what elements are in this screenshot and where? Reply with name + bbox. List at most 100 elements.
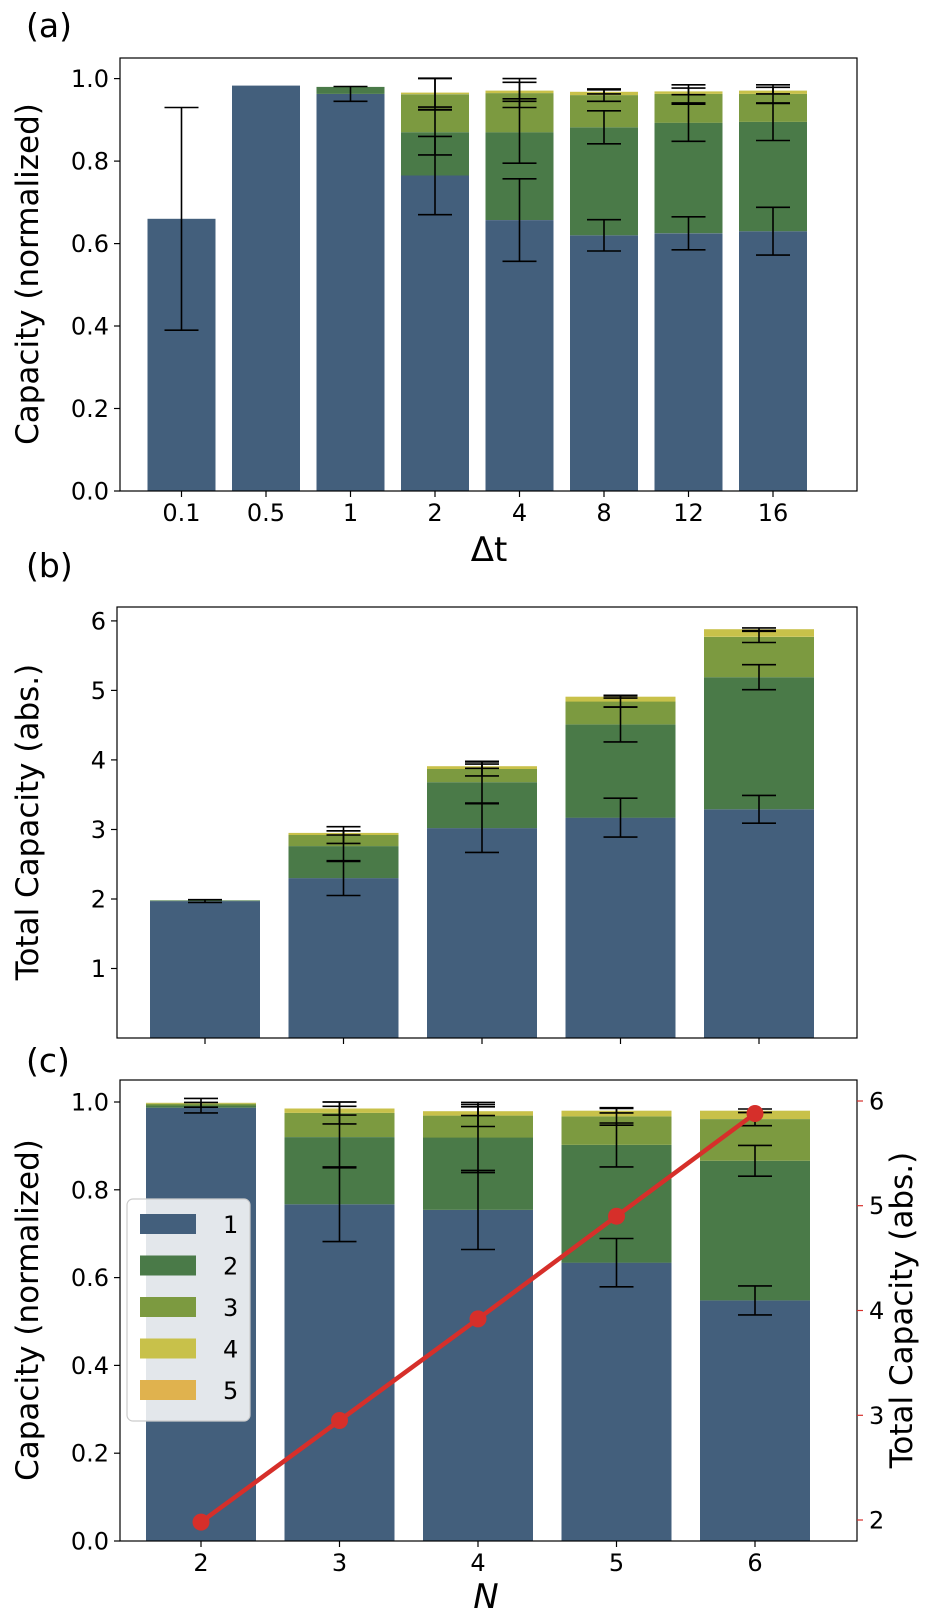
errorbar-b-6-comp2 — [742, 663, 776, 691]
ytick-label: 0.4 — [71, 1352, 109, 1380]
legend-swatch-2 — [140, 1255, 196, 1276]
xtick-label: 5 — [609, 1549, 624, 1577]
ytick-right-label: 5 — [869, 1192, 884, 1220]
errorbar-c-5-comp1 — [599, 1237, 634, 1288]
panel-c-yticks: 0.0 0.2 0.4 0.6 0.8 1.0 — [71, 1089, 120, 1556]
xtick-label: 4 — [470, 1549, 485, 1577]
ytick-right-label: 3 — [869, 1402, 884, 1430]
panel-a-ylabel: Capacity (normalized) — [10, 103, 46, 445]
panel-c-xlabel: N — [473, 1577, 498, 1615]
errorbar-c-4-comp4 — [461, 1106, 495, 1117]
ytick-label: 6 — [91, 607, 106, 635]
legend: 1 2 3 4 5 — [126, 1198, 251, 1422]
ytick-label: 1.0 — [71, 1089, 109, 1117]
xtick-label: 8 — [596, 499, 611, 527]
total-capacity-point-5 — [608, 1207, 625, 1225]
legend-label-3: 3 — [223, 1294, 238, 1322]
panel-c-total-line — [192, 1105, 764, 1531]
errorbar-c-2-comp4 — [184, 1097, 218, 1108]
ytick-label: 0.6 — [71, 230, 109, 258]
total-capacity-point-6 — [746, 1105, 764, 1122]
xtick-label: 4 — [512, 499, 527, 527]
errorbar-a-16-comp1 — [756, 206, 790, 256]
bar-a-2-comp1 — [401, 175, 469, 491]
ytick-label: 2 — [91, 886, 106, 914]
panel-a-bars — [147, 85, 807, 492]
errorbar-a-12-comp2 — [671, 103, 706, 143]
errorbar-b-6-comp1 — [742, 794, 776, 825]
panel-a-yticks: 0.0 0.2 0.4 0.6 0.8 1.0 — [71, 65, 120, 506]
legend-label-2: 2 — [223, 1253, 238, 1281]
errorbar-b-2-comp1 — [188, 898, 222, 904]
ytick-label: 4 — [91, 746, 106, 774]
bar-c-6-comp2 — [700, 1160, 810, 1301]
bar-a-8-comp2 — [570, 127, 638, 236]
errorbar-a-8-comp4 — [587, 89, 621, 95]
panel-a: (a) 0.1 0.5 1 2 4 8 12 16 0.00.20.40.60.81.0 Ca… — [10, 6, 858, 570]
xtick-label: 2 — [427, 499, 442, 527]
errorbar-a-16-comp4 — [756, 86, 790, 95]
xtick-label: 2 — [193, 1549, 208, 1577]
panel-a-label: (a) — [26, 6, 72, 45]
ytick-right-label: 2 — [869, 1507, 884, 1535]
errorbar-b-6-comp4 — [742, 627, 776, 632]
ytick-label: 0.2 — [71, 395, 109, 423]
xtick-label: 12 — [673, 499, 704, 527]
bar-a-16-comp1 — [739, 231, 807, 491]
errorbar-a-0.1-comp1 — [164, 106, 199, 332]
ytick-label: 0.4 — [71, 313, 109, 341]
errorbar-a-8-comp2 — [587, 110, 621, 145]
bar-b-3-comp1 — [288, 878, 399, 1038]
xtick-label: 3 — [332, 1549, 347, 1577]
panel-c-yticks-right: 2 3 4 5 6 — [857, 1088, 884, 1535]
errorbar-c-5-comp4 — [599, 1107, 634, 1114]
panel-b-xticks — [204, 1038, 760, 1044]
errorbar-c-3-comp4 — [322, 1101, 357, 1116]
panel-c: (c) 2 3 4 5 6 0.0 0.2 0.4 0.6 0.8 1.0 2 3 4 5 6 Capac… — [10, 1041, 920, 1615]
bar-b-6-comp1 — [704, 809, 814, 1038]
legend-swatch-5 — [140, 1380, 196, 1400]
legend-swatch-4 — [140, 1338, 196, 1359]
legend-label-5: 5 — [223, 1377, 238, 1405]
legend-label-1: 1 — [223, 1211, 238, 1239]
bar-b-4-comp1 — [427, 828, 537, 1038]
errorbar-a-4-comp4 — [502, 81, 537, 100]
xtick-label: 16 — [758, 499, 789, 527]
errorbar-a-12-comp4 — [671, 87, 706, 96]
bar-a-1-comp1 — [316, 93, 385, 492]
bar-a-4-comp1 — [485, 220, 554, 491]
ytick-label: 0.8 — [71, 1176, 109, 1204]
panel-c-label: (c) — [26, 1041, 70, 1080]
bar-c-4-comp1 — [423, 1210, 533, 1541]
panel-c-ylabel-right: Total Capacity (abs.) — [884, 1152, 920, 1469]
errorbar-a-8-comp1 — [587, 218, 621, 252]
ytick-label: 3 — [91, 816, 106, 844]
panel-b-errorbars — [188, 627, 776, 904]
panel-a-frame — [119, 57, 858, 492]
errorbar-a-1-comp1 — [333, 85, 368, 103]
panel-b: (b) 1 2 3 4 5 6 Total Capacity (abs.) — [10, 546, 858, 1044]
bar-c-5-comp1 — [561, 1262, 672, 1541]
ytick-right-label: 4 — [869, 1297, 884, 1325]
bar-b-2-comp1 — [150, 901, 260, 1038]
errorbar-c-6-comp2 — [738, 1144, 772, 1177]
ytick-label: 0.2 — [71, 1440, 109, 1468]
errorbar-c-6-comp1 — [738, 1285, 772, 1316]
bar-a-12-comp1 — [654, 233, 723, 492]
panel-b-yticks: 1 2 3 4 5 6 — [91, 607, 117, 983]
ytick-label: 0.8 — [71, 148, 109, 176]
errorbar-b-4-comp4 — [465, 763, 499, 770]
errorbar-a-12-comp1 — [671, 216, 706, 251]
ytick-label: 0.0 — [71, 478, 109, 506]
xtick-label: 1 — [343, 499, 358, 527]
total-capacity-point-3 — [331, 1412, 348, 1429]
bar-b-6-comp2 — [704, 677, 814, 810]
bar-a-0.5-comp1 — [232, 85, 300, 491]
legend-swatch-1 — [140, 1214, 196, 1234]
ytick-right-label: 6 — [869, 1088, 884, 1116]
legend-label-4: 4 — [223, 1336, 238, 1364]
panel-b-label: (b) — [26, 546, 73, 585]
panel-a-xlabel: Δt — [471, 530, 508, 570]
ytick-label: 1 — [91, 955, 106, 983]
errorbar-b-3-comp4 — [326, 829, 361, 836]
